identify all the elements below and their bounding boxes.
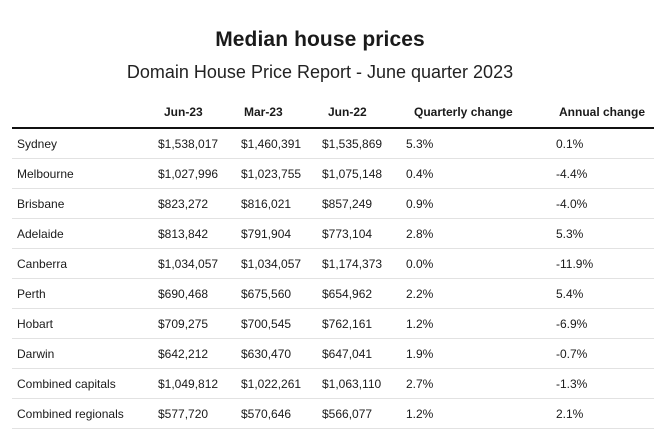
table-row: Darwin $642,212 $630,470 $647,041 1.9% -0.7% [12, 338, 654, 369]
cell-region: Combined capitals [12, 368, 157, 399]
header-cell-quarterly-change: Quarterly change [404, 97, 547, 129]
cell-annual-change: -1.3% [547, 368, 654, 399]
cell-annual-change: -0.7% [547, 338, 654, 369]
cell-jun-22: $1,535,869 [321, 128, 404, 159]
cell-jun-22: $762,161 [321, 308, 404, 339]
cell-jun-23: $823,272 [157, 188, 240, 219]
table-row: Adelaide $813,842 $791,904 $773,104 2.8% 5.3% [12, 218, 654, 249]
cell-quarterly-change: 0.4% [404, 158, 547, 189]
cell-quarterly-change: 2.7% [404, 368, 547, 399]
table-row: Sydney $1,538,017 $1,460,391 $1,535,869 5.3%… [12, 128, 654, 159]
cell-mar-23: $1,022,261 [240, 368, 321, 399]
cell-annual-change: -4.0% [547, 188, 654, 219]
cell-mar-23: $1,023,755 [240, 158, 321, 189]
chart-title: Median house prices [215, 28, 425, 51]
cell-mar-23: $675,560 [240, 278, 321, 309]
table-row: Combined regionals $577,720 $570,646 $566,0… [12, 398, 654, 429]
cell-jun-22: $1,063,110 [321, 368, 404, 399]
cell-quarterly-change: 2.8% [404, 218, 547, 249]
cell-jun-22: $654,962 [321, 278, 404, 309]
cell-jun-23: $1,034,057 [157, 248, 240, 279]
cell-region: Darwin [12, 338, 157, 369]
table-row: Canberra $1,034,057 $1,034,057 $1,174,373 0.… [12, 248, 654, 279]
cell-jun-22: $566,077 [321, 398, 404, 429]
cell-mar-23: $1,034,057 [240, 248, 321, 279]
cell-quarterly-change: 0.0% [404, 248, 547, 279]
table-row: Combined capitals $1,049,812 $1,022,261 $1,… [12, 368, 654, 399]
cell-jun-22: $773,104 [321, 218, 404, 249]
price-table: Jun-23 Mar-23 Jun-22 Quarterly change An… [12, 97, 654, 429]
cell-annual-change: 5.3% [547, 218, 654, 249]
cell-jun-23: $1,049,812 [157, 368, 240, 399]
header-row: Jun-23 Mar-23 Jun-22 Quarterly change An… [12, 97, 654, 129]
table-row: Perth $690,468 $675,560 $654,962 2.2% 5.4% [12, 278, 654, 309]
chart-subtitle: Domain House Price Report - June quarter… [126, 62, 514, 82]
cell-mar-23: $630,470 [240, 338, 321, 369]
cell-annual-change: -4.4% [547, 158, 654, 189]
cell-region: Combined regionals [12, 398, 157, 429]
header-cell-region [12, 97, 157, 129]
header-cell-jun-23: Jun-23 [157, 97, 240, 129]
cell-mar-23: $700,545 [240, 308, 321, 339]
cell-jun-23: $642,212 [157, 338, 240, 369]
cell-region: Adelaide [12, 218, 157, 249]
cell-quarterly-change: 5.3% [404, 128, 547, 159]
cell-mar-23: $1,460,391 [240, 128, 321, 159]
cell-region: Sydney [12, 128, 157, 159]
cell-mar-23: $570,646 [240, 398, 321, 429]
cell-quarterly-change: 0.9% [404, 188, 547, 219]
cell-region: Canberra [12, 248, 157, 279]
cell-mar-23: $791,904 [240, 218, 321, 249]
cell-jun-22: $857,249 [321, 188, 404, 219]
cell-quarterly-change: 2.2% [404, 278, 547, 309]
table-row: Brisbane $823,272 $816,021 $857,249 0.9% -4.0… [12, 188, 654, 219]
cell-annual-change: 0.1% [547, 128, 654, 159]
header-cell-mar-23: Mar-23 [240, 97, 321, 129]
table-body: Sydney $1,538,017 $1,460,391 $1,535,869 5.3%… [12, 128, 654, 429]
cell-annual-change: 5.4% [547, 278, 654, 309]
cell-jun-23: $1,027,996 [157, 158, 240, 189]
cell-jun-22: $1,075,148 [321, 158, 404, 189]
cell-annual-change: -6.9% [547, 308, 654, 339]
cell-region: Brisbane [12, 188, 157, 219]
cell-jun-23: $813,842 [157, 218, 240, 249]
cell-jun-22: $647,041 [321, 338, 404, 369]
cell-region: Melbourne [12, 158, 157, 189]
cell-annual-change: -11.9% [547, 248, 654, 279]
cell-jun-23: $709,275 [157, 308, 240, 339]
table-row: Hobart $709,275 $700,545 $762,161 1.2% -6.9% [12, 308, 654, 339]
cell-quarterly-change: 1.2% [404, 398, 547, 429]
header-cell-jun-22: Jun-22 [321, 97, 404, 129]
cell-quarterly-change: 1.9% [404, 338, 547, 369]
cell-jun-23: $690,468 [157, 278, 240, 309]
cell-annual-change: 2.1% [547, 398, 654, 429]
cell-jun-23: $577,720 [157, 398, 240, 429]
cell-jun-23: $1,538,017 [157, 128, 240, 159]
cell-quarterly-change: 1.2% [404, 308, 547, 339]
cell-mar-23: $816,021 [240, 188, 321, 219]
cell-region: Perth [12, 278, 157, 309]
cell-region: Hobart [12, 308, 157, 339]
header-cell-annual-change: Annual change [547, 97, 654, 129]
table-row: Melbourne $1,027,996 $1,023,755 $1,075,148 0… [12, 158, 654, 189]
cell-jun-22: $1,174,373 [321, 248, 404, 279]
